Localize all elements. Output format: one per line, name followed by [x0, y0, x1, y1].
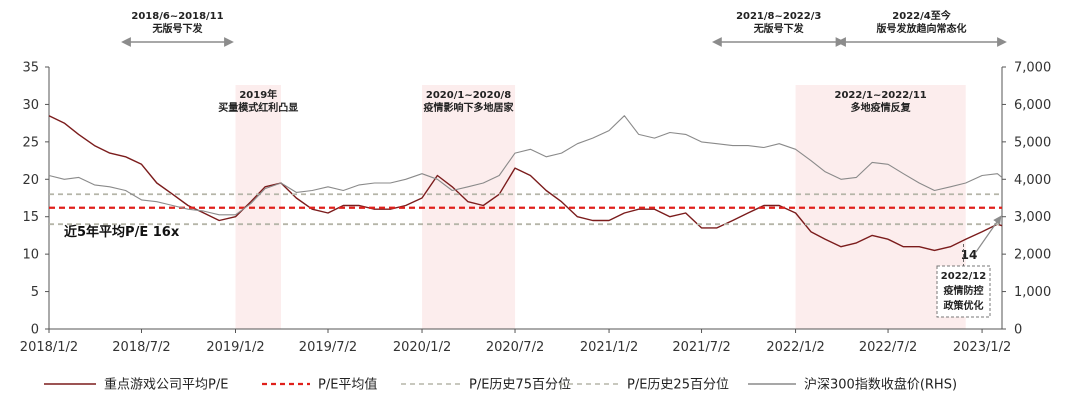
policy-box-line: 政策优化 [944, 299, 984, 312]
right-tick-label: 4,000 [1014, 173, 1051, 188]
left-tick-label: 5 [31, 285, 39, 300]
period-label-3: 多地疫情反复 [851, 101, 912, 114]
x-tick-label: 2021/1/2 [580, 340, 638, 355]
right-tick-label: 7,000 [1014, 61, 1051, 76]
series-line-1 [48, 115, 1003, 252]
legend-item-3: P/E历史75百分位 [401, 378, 571, 393]
top-arrow-label-3: 2022/4至今 [892, 9, 951, 22]
period-label-2: 2020/1~2020/8 [426, 90, 511, 101]
left-tick-label: 25 [22, 135, 39, 150]
series-line-5 [48, 115, 1003, 216]
policy-box [936, 265, 991, 318]
top-arrow-label-1: 无版号下发 [152, 22, 204, 35]
x-tick-label: 2018/1/2 [20, 340, 78, 355]
left-tick-label: 0 [31, 323, 39, 338]
x-tick-label: 2020/7/2 [486, 340, 544, 355]
mean-pe-label: 近5年平均P/E 16x [64, 224, 180, 240]
left-tick-label: 15 [22, 210, 39, 225]
left-tick-label: 10 [22, 248, 39, 263]
right-tick-label: 5,000 [1014, 135, 1051, 150]
top-arrow-label-2: 2021/8~2022/3 [736, 11, 821, 22]
x-tick-label: 2019/1/2 [206, 340, 264, 355]
right-tick-label: 2,000 [1014, 248, 1051, 263]
period-label-3: 2022/1~2022/11 [835, 90, 927, 101]
end-value-arrow [975, 215, 1002, 253]
period-label-1: 买量模式红利凸显 [218, 101, 298, 114]
top-arrow-label-2: 无版号下发 [753, 22, 805, 35]
top-arrow-label-3: 版号发放趋向常态化 [877, 22, 967, 35]
legend-item-2: P/E平均值 [262, 377, 377, 393]
left-tick-label: 35 [22, 61, 39, 76]
x-tick-label: 2022/7/2 [859, 340, 917, 355]
legend-item-1: 重点游戏公司平均P/E [44, 377, 228, 393]
x-tick-label: 2021/7/2 [672, 340, 730, 355]
policy-box-line: 疫情防控 [944, 284, 984, 297]
x-tick-label: 2020/1/2 [393, 340, 451, 355]
right-tick-label: 0 [1014, 323, 1022, 338]
right-tick-label: 6,000 [1014, 98, 1051, 113]
period-label-1: 2019年 [239, 88, 277, 101]
policy-box-line: 2022/12 [941, 271, 986, 282]
top-arrow-label-1: 2018/6~2018/11 [131, 11, 223, 22]
end-value-label: 14 [961, 248, 978, 262]
left-tick-label: 30 [22, 98, 39, 113]
x-tick-label: 2018/7/2 [112, 340, 170, 355]
left-tick-label: 20 [22, 173, 39, 188]
x-tick-label: 2023/1/2 [953, 340, 1011, 355]
legend-item-4: P/E历史25百分位 [559, 378, 729, 393]
legend-label: 沪深300指数收盘价(RHS) [804, 377, 957, 393]
period-label-2: 疫情影响下多地居家 [424, 101, 515, 114]
right-tick-label: 3,000 [1014, 210, 1051, 225]
legend-label: P/E历史25百分位 [627, 378, 729, 393]
right-tick-label: 1,000 [1014, 285, 1051, 300]
x-tick-label: 2022/1/2 [766, 340, 824, 355]
x-tick-label: 2019/7/2 [299, 340, 357, 355]
legend-item-5: 沪深300指数收盘价(RHS) [748, 377, 957, 393]
legend-label: 重点游戏公司平均P/E [104, 377, 228, 393]
legend-label: P/E历史75百分位 [469, 378, 571, 393]
legend-label: P/E平均值 [318, 377, 377, 393]
